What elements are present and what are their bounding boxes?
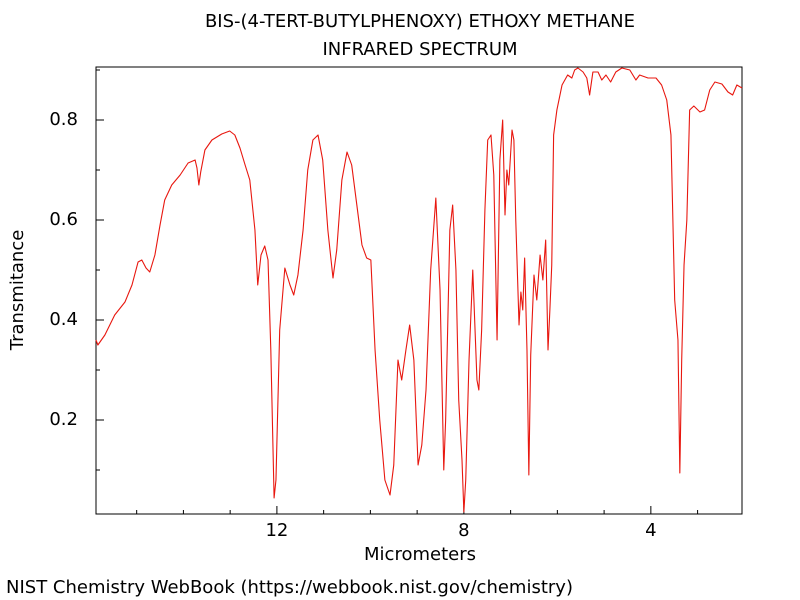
y-tick-label: 0.6 — [49, 209, 78, 230]
y-tick-label: 0.8 — [49, 109, 78, 130]
y-tick-label: 0.4 — [49, 309, 78, 330]
spectrum-line — [95, 67, 743, 513]
y-tick-label: 0.2 — [49, 409, 78, 430]
y-axis-label: Transmitance — [7, 230, 28, 352]
chart-subtitle: INFRARED SPECTRUM — [322, 39, 517, 60]
x-tick-label: 4 — [645, 520, 656, 541]
plot-frame — [95, 66, 743, 515]
source-note: NIST Chemistry WebBook (https://webbook.… — [6, 577, 573, 598]
chart-title: BIS-(4-TERT-BUTYLPHENOXY) ETHOXY METHANE — [205, 11, 635, 32]
x-axis-label: Micrometers — [364, 544, 476, 565]
x-tick-label: 12 — [265, 520, 288, 541]
x-tick-label: 8 — [458, 520, 469, 541]
